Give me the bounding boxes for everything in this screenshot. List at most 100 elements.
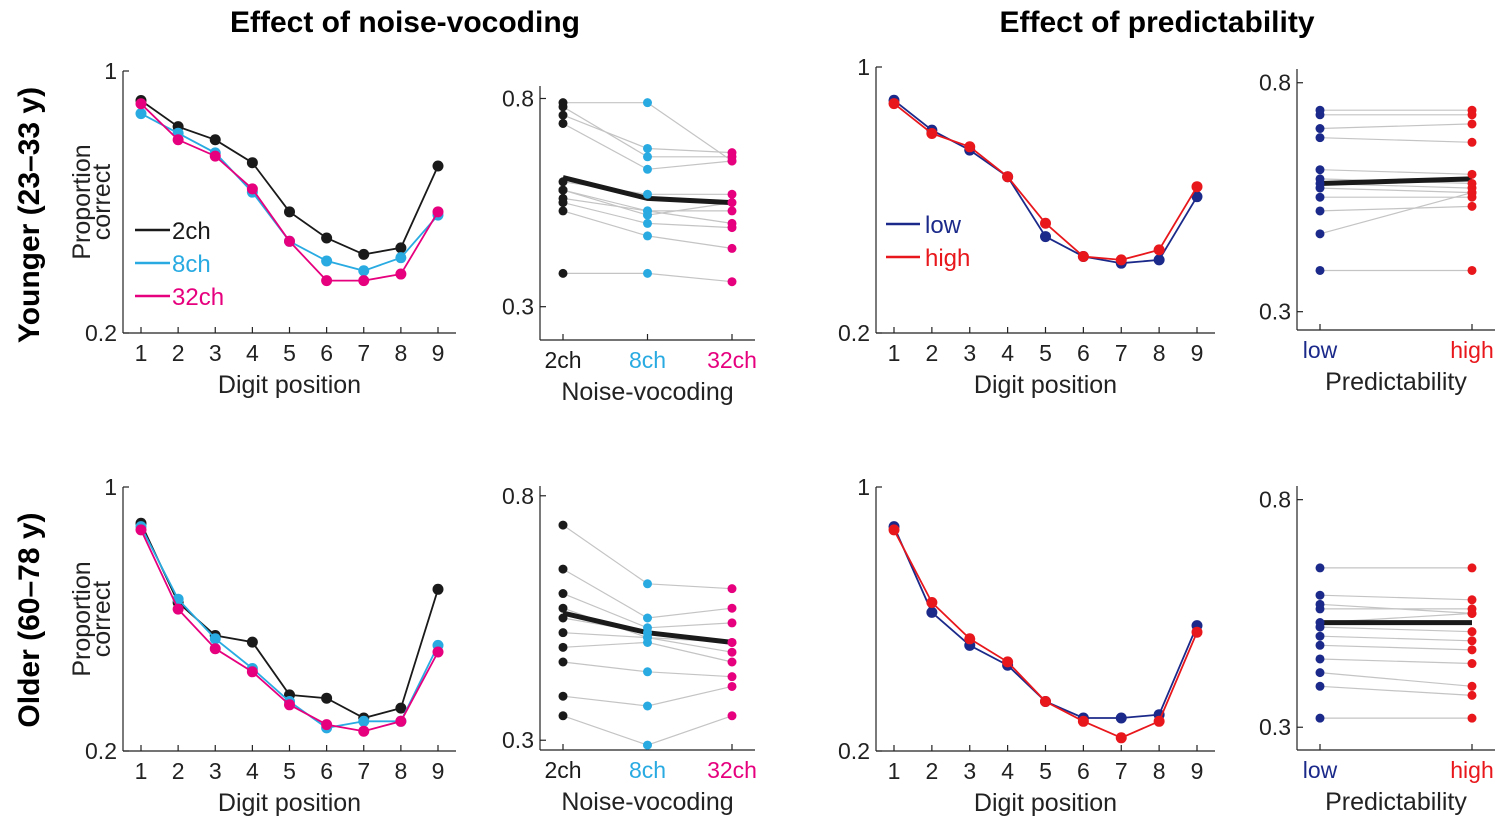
subject-line <box>1319 187 1473 194</box>
data-point-high <box>1077 715 1089 727</box>
subject-point-high <box>1467 137 1477 147</box>
subject-line <box>1319 672 1473 687</box>
subject-point-high <box>1467 119 1477 129</box>
subject-point-32ch <box>727 189 737 199</box>
y-tick-label: 0.2 <box>838 738 870 764</box>
y-tick-label: 0.2 <box>85 738 117 764</box>
x-axis-title: Noise-vocoding <box>561 788 733 816</box>
x-tick-label: 7 <box>357 340 370 366</box>
y-tick-label: 1 <box>104 474 117 500</box>
subject-point-2ch <box>558 657 568 667</box>
subject-point-2ch <box>558 206 568 216</box>
x-tick-label-low: low <box>1303 757 1338 783</box>
subject-point-high <box>1467 713 1477 723</box>
y-tick-label: 0.2 <box>85 320 117 346</box>
subject-point-2ch <box>558 102 568 112</box>
data-point-2ch <box>246 636 258 648</box>
data-point-32ch <box>209 643 221 655</box>
subject-line <box>1319 192 1473 235</box>
data-point-2ch <box>432 160 444 172</box>
data-point-high <box>926 128 938 139</box>
subject-point-high <box>1467 188 1477 198</box>
x-tick-label-2ch: 2ch <box>544 757 581 783</box>
data-point-high <box>1191 181 1203 193</box>
subject-point-8ch <box>643 98 652 108</box>
series-line-8ch <box>140 112 439 272</box>
x-tick-label: 8 <box>1153 340 1166 366</box>
subject-point-low <box>1315 206 1325 216</box>
data-point-32ch <box>395 715 407 727</box>
data-point-high <box>1115 254 1127 266</box>
x-tick-label: 9 <box>432 340 445 366</box>
subject-point-8ch <box>643 189 652 199</box>
series-line-low <box>893 526 1198 719</box>
data-point-32ch <box>321 275 333 287</box>
x-tick-label: 5 <box>1039 758 1052 784</box>
x-tick-label: 1 <box>135 340 148 366</box>
subject-point-2ch <box>558 118 568 128</box>
subject-point-low <box>1315 654 1325 664</box>
subject-point-2ch <box>558 628 568 638</box>
y-tick-label: 0.3 <box>502 294 534 320</box>
x-tick-label: 5 <box>283 340 296 366</box>
y-tick-label: 1 <box>857 474 870 500</box>
subject-point-low <box>1315 192 1325 202</box>
data-point-8ch <box>321 255 333 267</box>
data-point-2ch <box>246 157 258 169</box>
subject-point-8ch <box>643 740 652 750</box>
subject-point-high <box>1467 645 1477 655</box>
section-title-noise-vocoding: Effect of noise-vocoding <box>230 6 580 39</box>
x-tick-label: 9 <box>1191 758 1204 784</box>
row-label-younger: Younger (23–33 y) <box>13 87 46 343</box>
subject-point-8ch <box>643 667 652 677</box>
subject-point-8ch <box>643 613 652 623</box>
x-tick-label: 6 <box>320 340 333 366</box>
data-point-high <box>926 597 938 608</box>
subject-point-high <box>1467 608 1477 618</box>
legend-label-low: low <box>925 212 962 239</box>
subject-point-32ch <box>727 672 737 682</box>
panel-old-vocoding-subjects: 0.3 0.8 2ch 8ch 32ch Noise-vocoding <box>502 483 757 816</box>
data-point-2ch <box>395 242 407 254</box>
subject-line <box>1319 594 1473 601</box>
data-point-32ch <box>358 725 370 737</box>
subject-line <box>562 568 733 619</box>
data-point-high <box>888 524 900 536</box>
data-point-high <box>1153 715 1165 727</box>
subject-point-low <box>1315 713 1325 723</box>
data-point-32ch <box>432 646 444 658</box>
subject-point-low <box>1315 563 1325 573</box>
subject-point-2ch <box>558 691 568 701</box>
x-tick-label: 8 <box>1153 758 1166 784</box>
subject-point-high <box>1467 563 1477 573</box>
y-axis-title: Proportioncorrect <box>68 561 116 676</box>
y-tick-label: 0.3 <box>1259 299 1291 325</box>
subject-point-8ch <box>643 231 652 241</box>
data-point-32ch <box>246 183 258 195</box>
panel-young-predictability-subjects: 0.3 0.8 low high Predictability <box>1259 69 1495 396</box>
subject-point-high <box>1467 265 1477 275</box>
subject-point-8ch <box>643 210 652 220</box>
subject-line <box>1319 626 1473 633</box>
subject-point-32ch <box>727 584 737 594</box>
subject-point-32ch <box>727 156 737 166</box>
subject-line <box>1319 658 1473 665</box>
subject-line <box>1319 685 1473 696</box>
data-point-high <box>1040 217 1051 229</box>
data-point-high <box>1002 171 1014 183</box>
y-tick-label: 0.8 <box>502 483 534 509</box>
x-tick-label-low: low <box>1303 337 1338 363</box>
y-tick-label: 1 <box>104 58 117 84</box>
data-point-high <box>1077 251 1089 263</box>
panel-young-vocoding-subjects: 0.3 0.8 2ch 8ch 32ch Noise-vocoding <box>502 85 757 406</box>
x-tick-label: 3 <box>963 340 976 366</box>
subject-point-low <box>1315 681 1325 691</box>
data-point-2ch <box>321 692 333 704</box>
x-tick-label: 4 <box>1001 758 1014 784</box>
subject-point-8ch <box>643 637 652 647</box>
data-point-low <box>926 606 938 618</box>
x-tick-label: 1 <box>888 758 901 784</box>
subject-point-32ch <box>727 637 737 647</box>
subject-point-high <box>1467 595 1477 605</box>
